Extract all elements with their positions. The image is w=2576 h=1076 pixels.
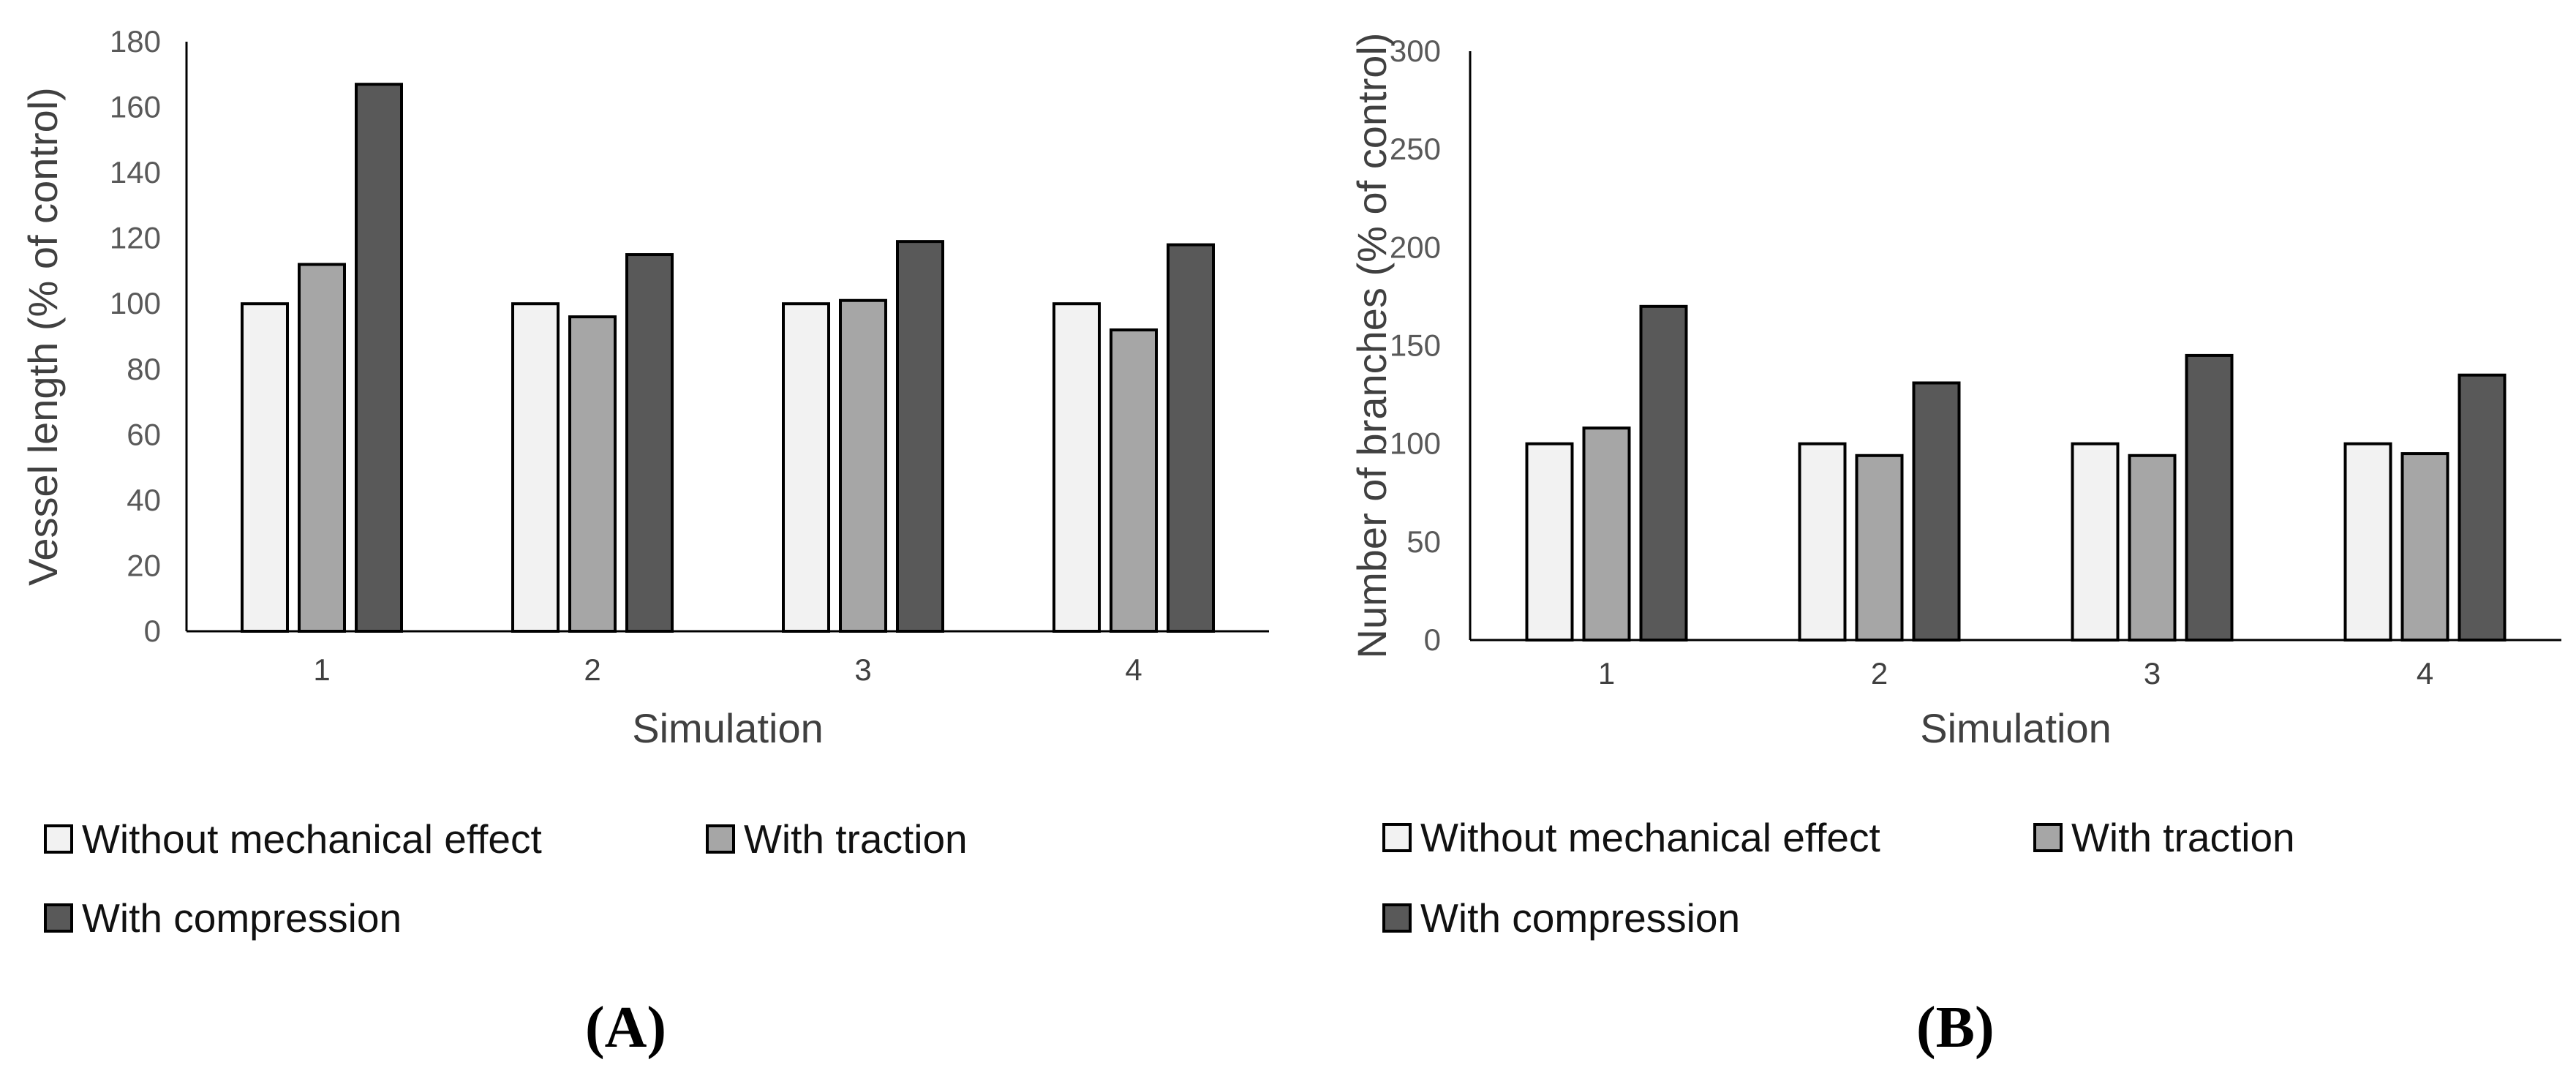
bar-traction-sim1 xyxy=(1582,426,1631,642)
y-tick-label: 20 xyxy=(127,548,161,582)
x-tick-label: 1 xyxy=(1598,656,1615,691)
bar-traction-sim3 xyxy=(839,298,887,633)
legend-label-compression: With compression xyxy=(1420,895,1741,941)
legend-label-without: Without mechanical effect xyxy=(82,816,542,862)
legend-item-traction: With traction xyxy=(706,816,968,862)
y-tick-label: 300 xyxy=(1390,34,1441,68)
y-tick-label: 80 xyxy=(127,352,161,386)
bar-without-sim4 xyxy=(1052,302,1101,633)
y-tick-label: 160 xyxy=(110,90,161,124)
branches-chart: 0 50 100 150 200 250 300 1 2 3 4 Simulation Number o… xyxy=(1349,33,2561,751)
bar-without-sim2 xyxy=(1798,442,1847,642)
y-tick-label: 60 xyxy=(127,417,161,451)
legend-swatch-without xyxy=(1382,823,1412,852)
legend-swatch-compression xyxy=(1382,903,1412,933)
bar-without-sim3 xyxy=(782,302,830,633)
legend-item-without: Without mechanical effect xyxy=(44,816,542,862)
y-tick-label: 140 xyxy=(110,155,161,189)
y-tick-label: 120 xyxy=(110,221,161,255)
chart-panel-a: 0 20 40 60 80 100 120 140 160 180 1 2 3 4 Simulation Ve… xyxy=(0,0,1287,1076)
legend-item-compression: With compression xyxy=(1382,895,1740,941)
y-tick-label: 250 xyxy=(1390,132,1441,166)
legend-label-traction: With traction xyxy=(744,816,968,862)
bar-compression-sim2 xyxy=(1912,381,1961,642)
legend-item-traction: With traction xyxy=(2033,814,2295,861)
bar-without-sim1 xyxy=(241,302,289,633)
x-tick-label: 4 xyxy=(1125,652,1142,687)
legend-swatch-without xyxy=(44,824,73,854)
y-tick-label: 100 xyxy=(1390,426,1441,461)
y-tick-label: 100 xyxy=(110,286,161,320)
bar-compression-sim1 xyxy=(355,83,403,633)
y-tick-label: 50 xyxy=(1406,524,1441,559)
x-tick-label: 2 xyxy=(584,652,600,687)
legend-item-without: Without mechanical effect xyxy=(1382,814,1880,861)
y-tick-label: 40 xyxy=(127,483,161,517)
bar-compression-sim4 xyxy=(1167,243,1215,633)
y-axis-title: Vessel length (% of control) xyxy=(20,87,66,586)
bar-without-sim4 xyxy=(2343,442,2392,642)
bar-without-sim3 xyxy=(2071,442,2120,642)
x-axis-title: Simulation xyxy=(632,705,823,751)
bar-without-sim1 xyxy=(1525,442,1574,642)
x-tick-label: 4 xyxy=(2417,656,2433,691)
bar-compression-sim3 xyxy=(2185,353,2234,642)
y-tick-label: 0 xyxy=(1424,622,1441,657)
x-tick-label: 1 xyxy=(313,652,330,687)
panel-label-a: (A) xyxy=(585,996,667,1060)
bar-without-sim2 xyxy=(511,302,560,633)
panel-label-b: (B) xyxy=(1916,996,1995,1060)
bar-compression-sim1 xyxy=(1639,304,1688,642)
legend-swatch-traction xyxy=(2033,823,2063,852)
bar-compression-sim4 xyxy=(2458,373,2507,642)
x-tick-label: 2 xyxy=(1871,656,1888,691)
y-tick-label: 200 xyxy=(1390,230,1441,264)
y-tick-label: 150 xyxy=(1390,328,1441,363)
bar-traction-sim3 xyxy=(2128,454,2177,642)
x-tick-label: 3 xyxy=(2144,656,2161,691)
y-tick-label: 180 xyxy=(110,24,161,59)
bar-traction-sim4 xyxy=(2400,452,2449,642)
bar-compression-sim2 xyxy=(625,253,674,633)
legend-label-compression: With compression xyxy=(82,895,402,941)
legend-swatch-traction xyxy=(706,824,735,854)
x-tick-label: 3 xyxy=(854,652,871,687)
legend-swatch-compression xyxy=(44,903,73,933)
bar-traction-sim2 xyxy=(568,315,617,633)
bar-traction-sim2 xyxy=(1855,454,1904,642)
legend-label-without: Without mechanical effect xyxy=(1420,815,1880,860)
bar-traction-sim4 xyxy=(1110,328,1158,633)
y-axis-title: Number of branches (% of control) xyxy=(1349,33,1395,659)
y-tick-label: 0 xyxy=(144,614,161,648)
bar-compression-sim3 xyxy=(896,240,944,633)
vessel-length-chart: 0 20 40 60 80 100 120 140 160 180 1 2 3 4 Simulation Ve… xyxy=(20,24,1269,751)
legend-label-traction: With traction xyxy=(2071,815,2295,860)
x-axis-title: Simulation xyxy=(1920,705,2111,751)
bar-traction-sim1 xyxy=(298,263,346,633)
legend-item-compression: With compression xyxy=(44,895,402,941)
chart-panel-b: 0 50 100 150 200 250 300 1 2 3 4 Simulation Number o… xyxy=(1331,0,2576,1076)
